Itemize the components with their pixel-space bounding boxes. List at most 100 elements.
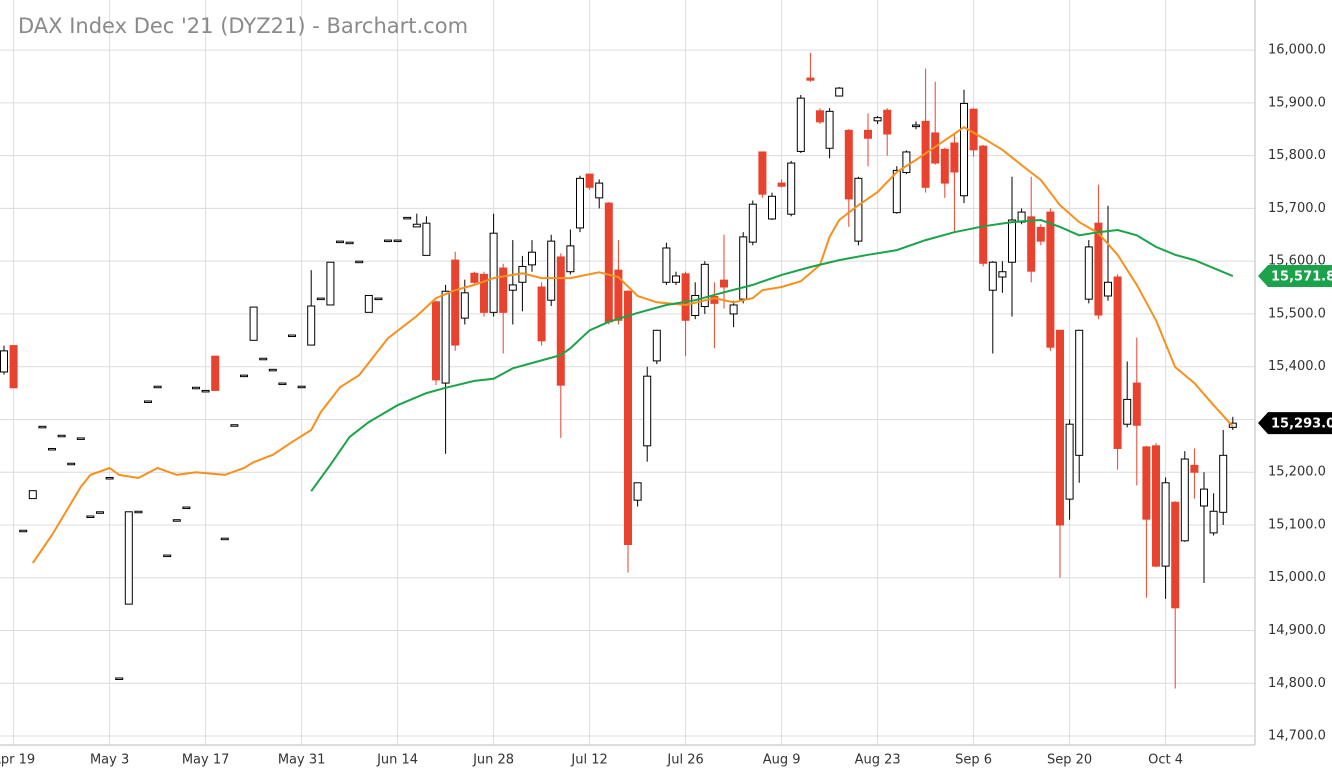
- candle-body: [67, 462, 76, 466]
- y-tick-label: 15,200.0: [1268, 465, 1326, 480]
- candle-body: [163, 554, 172, 558]
- x-tick-label: May 3: [90, 753, 129, 768]
- candle-body: [796, 97, 805, 152]
- candle-body: [662, 247, 671, 283]
- y-tick-label: 15,700.0: [1268, 201, 1326, 216]
- candle-body: [192, 386, 200, 390]
- x-tick-label: Oct 4: [1148, 753, 1183, 768]
- candle-body: [748, 203, 757, 243]
- candle-body: [460, 292, 469, 319]
- candle-body: [777, 182, 786, 187]
- candle-body: [720, 279, 728, 288]
- candle-body: [432, 301, 440, 381]
- candle-body: [988, 261, 997, 291]
- candle-body: [0, 350, 8, 373]
- candle-body: [201, 389, 210, 393]
- candle-body: [566, 245, 575, 273]
- candle-body: [1161, 482, 1170, 567]
- candle-body: [960, 102, 968, 197]
- candle-body: [1190, 464, 1199, 473]
- candle-body: [38, 425, 47, 429]
- y-tick-label: 14,700.0: [1268, 729, 1326, 744]
- candle-body: [1142, 446, 1151, 520]
- candle-body: [220, 537, 229, 541]
- candle-body: [326, 261, 335, 306]
- x-tick-label: Sep 20: [1047, 753, 1092, 768]
- candle-body: [873, 117, 882, 122]
- candle-body: [537, 286, 546, 342]
- x-tick-label: May 31: [278, 753, 326, 768]
- candle-body: [1123, 398, 1132, 425]
- candle-body: [355, 260, 364, 264]
- candle-body: [585, 173, 594, 188]
- candle-body: [48, 447, 56, 451]
- candle-body: [451, 259, 460, 346]
- candle-body: [1200, 488, 1208, 507]
- y-tick-label: 15,100.0: [1268, 517, 1326, 532]
- candle-body: [825, 110, 834, 149]
- candle-body: [28, 490, 37, 500]
- candle-body: [307, 305, 316, 346]
- candle-body: [57, 434, 66, 438]
- y-tick-label: 14,900.0: [1268, 623, 1326, 638]
- candle-body: [374, 297, 383, 301]
- candle-body: [76, 437, 85, 440]
- candle-body: [9, 345, 18, 389]
- candle-body: [1008, 219, 1016, 263]
- candle-body: [768, 195, 776, 220]
- candle-body: [624, 290, 632, 546]
- candle-body: [691, 294, 700, 317]
- x-tick-label: Jul 26: [666, 753, 703, 768]
- candle-body: [595, 182, 604, 199]
- candle-body: [864, 129, 872, 139]
- y-tick-label: 15,900.0: [1268, 95, 1326, 110]
- candle-body: [259, 357, 268, 361]
- candle-body: [393, 239, 402, 243]
- candle-body: [508, 284, 517, 291]
- price-tag-label: 15,293.0: [1271, 417, 1332, 432]
- x-tick-label: Aug 9: [763, 753, 801, 768]
- candle-body: [1180, 458, 1189, 542]
- candle-body: [816, 110, 824, 123]
- candle-body: [364, 294, 373, 313]
- candle-body: [1075, 329, 1084, 456]
- x-tick-label: Jul 12: [570, 753, 607, 768]
- chart-title: DAX Index Dec '21 (DYZ21) - Barchart.com: [18, 14, 468, 38]
- price-tag: [1258, 412, 1332, 435]
- candle-body: [96, 511, 104, 514]
- candle-body: [547, 240, 556, 301]
- y-tick-label: 15,000.0: [1268, 570, 1326, 585]
- candle-body: [115, 677, 124, 680]
- candle-body: [153, 385, 162, 389]
- candle-body: [1219, 454, 1228, 513]
- candle-body: [384, 239, 392, 243]
- candle-body: [268, 368, 277, 372]
- candle-body: [336, 240, 344, 244]
- candle-body: [412, 223, 421, 228]
- candle-body: [700, 263, 709, 308]
- candle-body: [1046, 211, 1055, 348]
- candle-body: [288, 334, 296, 338]
- candle-body: [86, 515, 95, 519]
- candle-body: [489, 232, 498, 313]
- candle-body: [652, 329, 661, 362]
- candle-body: [403, 216, 412, 220]
- candle-body: [854, 177, 863, 242]
- candle-body: [912, 124, 920, 128]
- candle-body: [297, 385, 306, 389]
- price-tag: [1258, 265, 1332, 288]
- candle-body: [835, 87, 844, 97]
- y-tick-label: 16,000.0: [1268, 43, 1326, 58]
- candle-body: [902, 151, 911, 174]
- candle-body: [134, 510, 143, 514]
- price-tag-label: 15,571.8: [1271, 270, 1332, 285]
- x-tick-label: Apr 19: [0, 753, 35, 768]
- x-tick-label: Jun 14: [376, 753, 418, 768]
- candle-body: [950, 142, 959, 173]
- candle-body: [758, 151, 767, 195]
- candle-body: [576, 177, 584, 229]
- candle-body: [211, 355, 220, 391]
- moving-average-line: [31, 126, 1234, 564]
- candle-body: [422, 222, 431, 256]
